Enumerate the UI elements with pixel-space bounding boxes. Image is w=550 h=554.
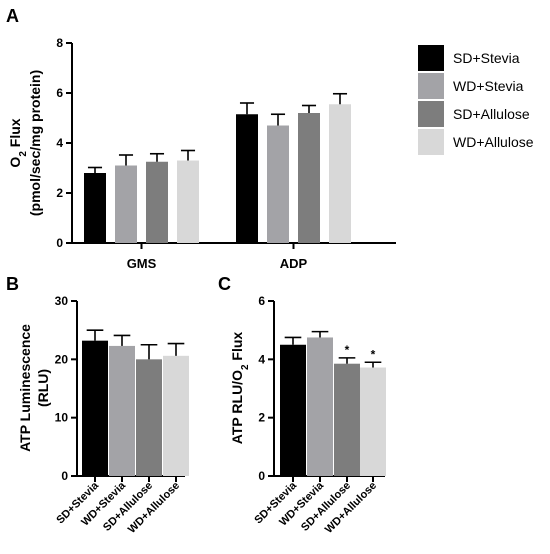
- panel-b-chart: 0102030SD+SteviaWD+SteviaSD+AlluloseWD+A…: [54, 294, 189, 536]
- panel-b-bar-wd-allulose: [163, 355, 189, 476]
- panel-a-error-bar-sd-allulose-gms: [149, 152, 165, 162]
- panel-a-error-bar-wd-allulose-gms: [180, 149, 196, 161]
- panel-a-bar-wd-allulose-gms: [177, 160, 199, 243]
- legend-swatch-wd-allulose: [418, 129, 444, 155]
- panel-a-y-tick-label: 0: [56, 236, 63, 250]
- panel-c-ylabel-rest: Flux: [229, 332, 245, 365]
- legend-swatch-sd-stevia: [418, 45, 444, 71]
- panel-c-y-tick-label: 0: [258, 469, 265, 483]
- panel-letter-c: C: [218, 274, 231, 294]
- panel-b-ylabel-line1: ATP Luminescence: [17, 324, 33, 452]
- panel-b-y-tick-label: 10: [55, 411, 69, 425]
- panel-a-ylabel-o: O: [7, 157, 23, 168]
- panel-a-y-tick-label: 8: [56, 36, 63, 50]
- legend-label-sd-stevia: SD+Stevia: [453, 50, 520, 66]
- panel-a-y-tick-label: 4: [56, 136, 63, 150]
- panel-a-category-label-gms: GMS: [127, 256, 157, 271]
- svg-text:ATP RLU/O2 Flux: ATP RLU/O2 Flux: [229, 332, 251, 445]
- panel-a-error-bar-wd-stevia-adp: [270, 113, 286, 126]
- panel-c-bar-sd-stevia: [280, 344, 306, 476]
- panel-a-bar-sd-stevia-gms: [84, 173, 106, 243]
- panel-b-y-tick-label: 30: [55, 294, 69, 308]
- panel-b-bar-wd-stevia: [109, 345, 135, 476]
- panel-c-error-bar-wd-stevia: [311, 330, 329, 338]
- panel-a-error-bar-sd-allulose-adp: [301, 104, 317, 113]
- panel-a-bar-sd-allulose-gms: [146, 161, 168, 243]
- panel-a-bar-wd-allulose-adp: [329, 104, 351, 243]
- panel-a-chart: 0 2 4 6 8 GMS ADP: [56, 36, 396, 271]
- panel-c-ylabel-main: ATP RLU/O: [229, 370, 245, 444]
- panel-c-significance-marker-wd-allulose: *: [371, 347, 376, 361]
- legend-label-wd-allulose: WD+Allulose: [453, 134, 534, 150]
- panel-b-y-tick-label: 20: [55, 352, 69, 366]
- panel-b-error-bar-sd-allulose: [140, 343, 158, 360]
- panel-c-error-bar-wd-allulose: [364, 361, 382, 368]
- legend: SD+Stevia WD+Stevia SD+Allulose WD+Allul…: [418, 45, 534, 155]
- panel-a-y-tick-label: 2: [56, 186, 63, 200]
- legend-swatch-sd-allulose: [418, 101, 444, 127]
- panel-a-ylabel-line2: (pmol/sec/mg protein): [27, 70, 43, 216]
- panel-b-y-axis-title: ATP Luminescence (RLU): [17, 324, 51, 452]
- panel-a-bar-wd-stevia-gms: [115, 165, 137, 243]
- panel-a-error-bar-wd-stevia-gms: [118, 154, 134, 166]
- panel-c-bar-wd-stevia: [307, 337, 333, 476]
- panel-c-bar-sd-allulose: [334, 363, 360, 476]
- panel-a-ylabel-rest: Flux: [7, 118, 23, 151]
- panel-c-y-axis-title: ATP RLU/O2 Flux: [229, 332, 251, 445]
- panel-a-bar-wd-stevia-adp: [267, 125, 289, 243]
- panel-a-bar-sd-stevia-adp: [236, 114, 258, 243]
- panel-a-category-label-adp: ADP: [280, 256, 308, 271]
- panel-a-bar-sd-allulose-adp: [298, 113, 320, 243]
- panel-a-ylabel-sub: 2: [18, 151, 29, 157]
- panel-c-y-tick-label: 4: [258, 352, 265, 366]
- panel-a-error-bar-sd-stevia-adp: [239, 102, 255, 115]
- panel-b-bar-sd-allulose: [136, 359, 162, 476]
- panel-c-y-tick-label: 2: [258, 411, 265, 425]
- panel-c-bar-wd-allulose: [360, 367, 386, 476]
- panel-b-error-bar-wd-allulose: [167, 342, 185, 356]
- legend-label-sd-allulose: SD+Allulose: [453, 106, 530, 122]
- panel-b-y-tick-label: 0: [61, 469, 68, 483]
- panel-b-bar-sd-stevia: [82, 340, 108, 476]
- panel-b-error-bar-wd-stevia: [113, 334, 131, 346]
- panel-b-ylabel-line2: (RLU): [35, 369, 51, 407]
- panel-c-y-tick-label: 6: [258, 294, 265, 308]
- svg-text:O2 Flux: O2 Flux: [7, 118, 29, 167]
- panel-a-error-bar-wd-allulose-adp: [332, 92, 348, 105]
- legend-label-wd-stevia: WD+Stevia: [453, 78, 524, 94]
- legend-swatch-wd-stevia: [418, 73, 444, 99]
- panel-c-error-bar-sd-allulose: [338, 357, 356, 364]
- panel-b-error-bar-sd-stevia: [86, 329, 104, 341]
- panel-a-error-bar-sd-stevia-gms: [87, 166, 103, 173]
- panel-c-error-bar-sd-stevia: [284, 336, 302, 345]
- panel-letter-a: A: [6, 6, 19, 26]
- panel-a-y-axis-title: O2 Flux (pmol/sec/mg protein): [7, 70, 43, 216]
- panel-a-y-tick-label: 6: [56, 86, 63, 100]
- panel-letter-b: B: [6, 274, 19, 294]
- panel-c-chart: 0246SD+SteviaWD+SteviaSD+Allulose*WD+All…: [252, 294, 386, 536]
- panel-c-ylabel-sub: 2: [240, 364, 251, 370]
- panel-c-significance-marker-sd-allulose: *: [345, 343, 350, 357]
